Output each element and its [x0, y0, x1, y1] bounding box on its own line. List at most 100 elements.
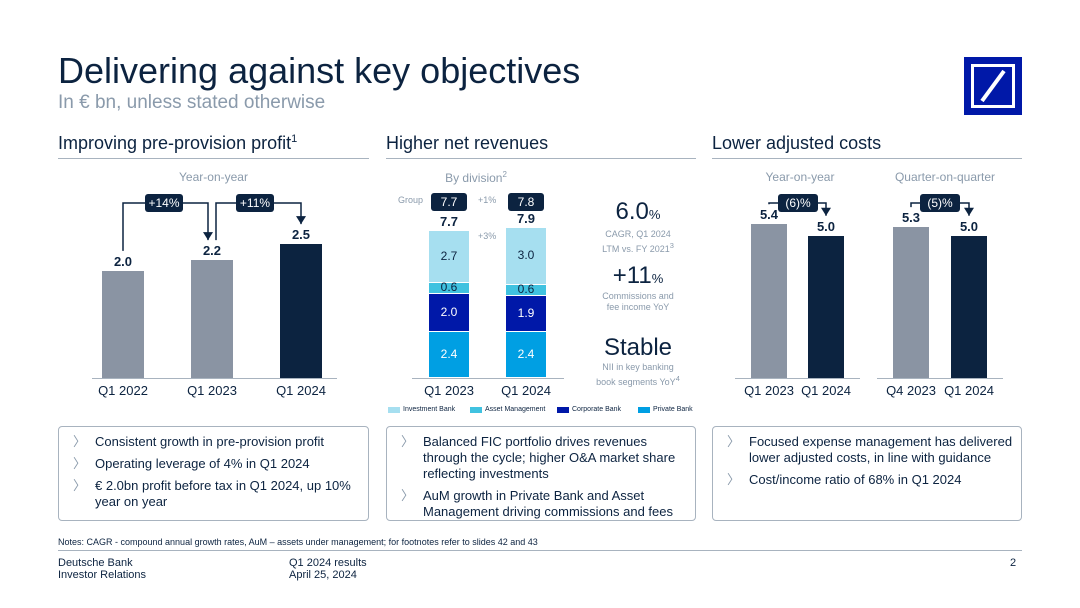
bullets-right-box: 〉 Focused expense management has delivere…: [712, 426, 1022, 521]
bullet-text: Focused expense management has delivered…: [749, 434, 1013, 465]
x-axis: [412, 378, 564, 379]
logo-slash-icon: [980, 69, 1006, 103]
kpi-commissions-unit: %: [651, 271, 664, 286]
x-tick-label: Q1 2023: [744, 383, 794, 398]
logo-frame: [971, 64, 1015, 108]
bullet-item: 〉 Focused expense management has delivere…: [721, 434, 1013, 466]
kpi-commissions-value: +11: [612, 262, 652, 289]
x-tick-label: Q1 2022: [98, 383, 148, 398]
section-heading-middle: Higher net revenues: [386, 133, 549, 153]
bullet-text: AuM growth in Private Bank and Asset Man…: [423, 488, 674, 519]
bar: [893, 227, 929, 378]
page-number: 2: [1010, 557, 1017, 569]
stack-segment: [506, 332, 546, 377]
bar: [751, 224, 787, 378]
legend-asset-management: Asset Management: [485, 406, 546, 413]
footer-dept: Investor Relations: [58, 569, 147, 581]
segment-value-label: 0.6: [517, 282, 535, 297]
middle-subheading-text: By division: [445, 171, 503, 185]
section-heading-left: Improving pre-provision profit1: [58, 133, 297, 154]
stack-segment: [429, 282, 469, 294]
footer-company: Deutsche Bank: [58, 557, 133, 569]
footer-doc: Q1 2024 results: [289, 557, 367, 569]
legend-corporate-bank: Corporate Bank: [572, 406, 622, 413]
bullet-item: 〉 € 2.0bn profit before tax in Q1 2024, u…: [67, 478, 360, 510]
legend-private-bank: Private Bank: [653, 406, 693, 413]
bullets-left-box: 〉 Consistent growth in pre-provision prof…: [58, 426, 369, 521]
bar: [191, 260, 233, 378]
kpi-nii: Stable: [603, 334, 673, 361]
kpi-nii-desc: NII in key banking book segments YoY4: [573, 362, 703, 388]
bullet-item: 〉 Operating leverage of 4% in Q1 2024: [67, 456, 360, 472]
kpi-cagr-value: 6.0: [615, 198, 649, 225]
bullet-text: Cost/income ratio of 68% in Q1 2024: [749, 472, 962, 487]
chevron-right-icon: 〉: [73, 434, 87, 449]
footnote-mark-2: 2: [502, 170, 507, 179]
stack-segment: [506, 284, 546, 296]
chevron-right-icon: 〉: [73, 456, 87, 471]
legend-investment-bank: Investment Bank: [403, 406, 456, 413]
change-badge: (6)%: [778, 194, 818, 212]
bullet-item: 〉 AuM growth in Private Bank and Asset Ma…: [395, 488, 687, 520]
kpi-nii-desc-text: NII in key banking book segments YoY: [596, 362, 676, 387]
x-axis: [92, 378, 337, 379]
x-axis: [877, 378, 1003, 379]
total-label: 7.9: [516, 210, 536, 226]
bar-value-label: 5.4: [759, 207, 779, 223]
section-divider-middle: [386, 158, 696, 159]
bullet-item: 〉 Consistent growth in pre-provision prof…: [67, 434, 360, 450]
group-change-label: +1%: [478, 195, 497, 205]
kpi-cagr: 6.0%: [573, 198, 703, 226]
bullet-text: Balanced FIC portfolio drives revenues t…: [423, 434, 676, 481]
bar-value-label: 5.0: [959, 218, 979, 234]
bullet-text: Operating leverage of 4% in Q1 2024: [95, 456, 310, 471]
chevron-right-icon: 〉: [401, 434, 415, 449]
group-value-badge: 7.7: [431, 193, 467, 211]
change-badge: (5)%: [920, 194, 960, 212]
chevron-right-icon: 〉: [401, 488, 415, 503]
stack-segment: [506, 296, 546, 332]
x-tick-label: Q1 2024: [276, 383, 326, 398]
kpi-commissions-desc: Commissions and fee income YoY: [602, 291, 674, 312]
bullet-item: 〉 Balanced FIC portfolio drives revenues …: [395, 434, 687, 482]
x-tick-label: Q1 2023: [187, 383, 237, 398]
stack-segment: [429, 294, 469, 332]
x-tick-label: Q1 2024: [801, 383, 851, 398]
chevron-right-icon: 〉: [73, 478, 87, 493]
footnote-mark-4: 4: [675, 374, 680, 383]
legend-swatch-private-bank: [638, 407, 650, 413]
bar: [808, 235, 844, 378]
segment-value-label: 1.9: [517, 306, 535, 321]
legend-swatch-asset-management: [470, 407, 482, 413]
x-tick-label: Q1 2023: [424, 383, 474, 398]
section-heading-right: Lower adjusted costs: [712, 133, 882, 153]
bullet-text: Consistent growth in pre-provision profi…: [95, 434, 325, 449]
section-heading-left-text: Improving pre-provision profit: [58, 133, 292, 153]
group-label: Group: [398, 195, 424, 205]
footnote-mark-1: 1: [291, 133, 298, 145]
footer-date: April 25, 2024: [289, 569, 357, 581]
bar-value-label: 5.3: [901, 210, 921, 226]
segment-value-label: 2.4: [440, 347, 458, 362]
bar-value-label: 2.2: [202, 243, 222, 259]
segment-value-label: 3.0: [517, 248, 535, 263]
segment-value-label: 2.4: [517, 347, 535, 362]
footnote-mark-3: 3: [669, 241, 674, 250]
stack-segment: [429, 332, 469, 377]
section-divider-right: [712, 158, 1022, 159]
x-axis: [735, 378, 860, 379]
bar-value-label: 2.5: [291, 227, 311, 243]
left-subheading: Year-on-year: [179, 170, 248, 184]
deutsche-bank-logo: [964, 57, 1022, 115]
bullet-text: € 2.0bn profit before tax in Q1 2024, up…: [95, 478, 351, 509]
bullets-middle-box: 〉 Balanced FIC portfolio drives revenues …: [386, 426, 696, 521]
total-change-label: +3%: [478, 231, 497, 241]
bar: [102, 270, 144, 378]
segment-value-label: 2.7: [440, 249, 458, 264]
bar: [280, 244, 322, 378]
growth-badge: +11%: [236, 194, 274, 212]
x-tick-label: Q1 2024: [501, 383, 551, 398]
segment-value-label: 2.0: [440, 305, 458, 320]
bar-value-label: 2.0: [113, 253, 133, 269]
kpi-cagr-desc-text: CAGR, Q1 2024 LTM vs. FY 2021: [602, 229, 671, 254]
